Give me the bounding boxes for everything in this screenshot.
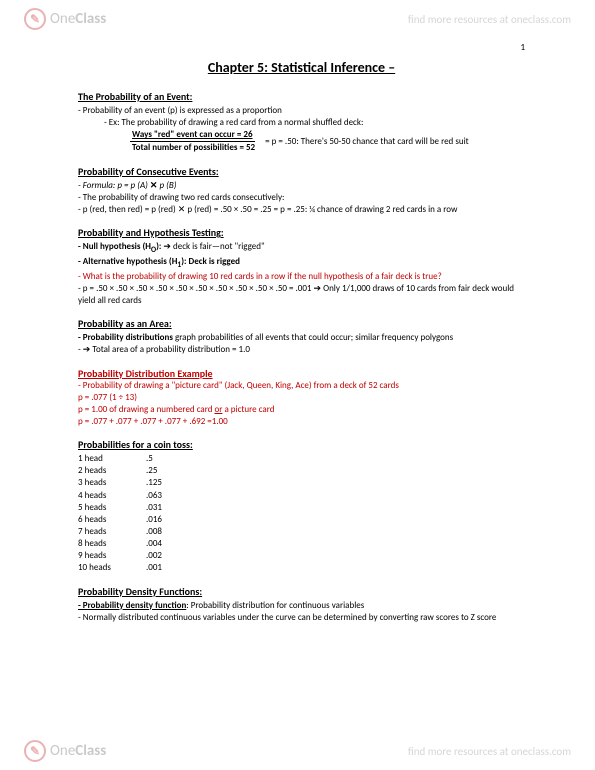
section-5-title: Probability Distribution Example (78, 367, 525, 380)
s1-l2: - Ex: The probability of drawing a red c… (78, 117, 525, 129)
table-row: 8 heads .004 (78, 538, 525, 550)
s7-l1b: : Probability distribution for continuou… (186, 600, 364, 611)
cell: 1 head (78, 453, 134, 465)
s3-l2c: ): Deck is rigged (181, 256, 240, 267)
cell: 9 heads (78, 550, 134, 562)
logo-one: One (50, 742, 75, 760)
coin-table: 1 head .5 2 heads .25 3 heads .125 4 heads.… (78, 453, 525, 574)
s3-l4a: - p = .50 × .50 × .50 × .50 × .50 × .50 … (78, 283, 314, 294)
s4-l1b: graph probabilities of all events that c… (175, 332, 453, 343)
s4-l1: - Probability distributions graph probab… (78, 332, 525, 344)
logo-bottom: ✎ OneClass (24, 740, 106, 762)
logo-one: One (50, 10, 75, 28)
logo-text: OneClass (50, 10, 106, 28)
cell: .031 (146, 502, 182, 514)
s3-l1: - Null hypothesis (HO): ➔ deck is fair—n… (78, 241, 525, 256)
table-row: 4 heads .063 (78, 490, 525, 502)
s3-l1a: - Null hypothesis (H (78, 241, 151, 252)
s5-l3a: p = 1.00 of drawing a numbered card (78, 404, 215, 415)
table-row: 2 heads .25 (78, 465, 525, 477)
s5-l4: p = .077 + .077 + .077 + .077 + .692 =1.… (78, 416, 525, 428)
table-row: 10 heads .001 (78, 562, 525, 574)
table-row: 7 heads .008 (78, 526, 525, 538)
logo-icon: ✎ (24, 8, 46, 30)
s3-l3: - What is the probability of drawing 10 … (78, 271, 525, 283)
cell: .002 (146, 550, 182, 562)
s1-l1-text: - Probability of an event (p) is express… (78, 105, 282, 116)
s7-l2: - Normally distributed continuous variab… (78, 612, 525, 624)
cell: 3 heads (78, 477, 134, 489)
section-4-title: Probability as an Area: (78, 317, 525, 330)
table-row: 9 heads .002 (78, 550, 525, 562)
s1-frac: Ways "red" event can occur = 26 Total nu… (78, 129, 525, 154)
frac-den: Total number of possibilities = 52 (130, 142, 257, 154)
cell: 10 heads (78, 562, 134, 574)
s3-l1d: ➔ deck is fair—not "rigged" (163, 241, 264, 252)
s1-l1: - Probability of an event (p) is express… (78, 105, 525, 117)
s3-l4: - p = .50 × .50 × .50 × .50 × .50 × .50 … (78, 283, 525, 307)
s3-l2: - Alternative hypothesis (H1): Deck is r… (78, 256, 525, 271)
frac-num: Ways "red" event can occur = 26 (130, 129, 255, 142)
watermark-link-bottom: find more resources at oneclass.com (408, 745, 571, 758)
cell: .5 (146, 453, 182, 465)
cell: .063 (146, 490, 182, 502)
s5-l3c: a picture card (222, 404, 274, 415)
table-row: 5 heads .031 (78, 502, 525, 514)
fraction: Ways "red" event can occur = 26 Total nu… (130, 129, 257, 154)
cell: 2 heads (78, 465, 134, 477)
page-content: 1 Chapter 5: Statistical Inference – The… (0, 0, 595, 666)
table-row: 1 head .5 (78, 453, 525, 465)
logo: ✎ OneClass (24, 8, 106, 30)
section-6-title: Probabilities for a coin toss: (78, 438, 525, 451)
cell: .016 (146, 514, 182, 526)
section-1-title: The Probability of an Event: (78, 90, 525, 103)
s7-l1a: - Probability density function (78, 600, 186, 611)
table-row: 6 heads .016 (78, 514, 525, 526)
section-7-title: Probability Density Functions: (78, 585, 525, 598)
cell: 6 heads (78, 514, 134, 526)
cell: 7 heads (78, 526, 134, 538)
cell: 8 heads (78, 538, 134, 550)
page-title: Chapter 5: Statistical Inference – (78, 59, 525, 76)
s2-l2: - The probability of drawing two red car… (78, 192, 525, 204)
s5-l3: p = 1.00 of drawing a numbered card or a… (78, 404, 525, 416)
watermark-link-top: find more resources at oneclass.com (408, 13, 571, 26)
logo-class: Class (75, 742, 106, 760)
s4-l1a: - Probability distributions (78, 332, 175, 343)
s7-l1: - Probability density function: Probabil… (78, 600, 525, 612)
s4-l2: - ➔ Total area of a probability distribu… (78, 344, 525, 356)
s2-l3: - p (red, then red) = p (red) ✕ p (red) … (78, 204, 525, 216)
s2-l1c: p (B) (157, 180, 176, 191)
logo-icon: ✎ (24, 740, 46, 762)
watermark-top: ✎ OneClass find more resources at onecla… (0, 0, 595, 38)
frac-rhs: = p = .50: There's 50-50 chance that car… (265, 136, 469, 148)
s3-l2a: - Alternative hypothesis (H (78, 256, 177, 267)
cell: .004 (146, 538, 182, 550)
s5-l1: - Probability of drawing a "picture card… (78, 380, 525, 392)
cell: 5 heads (78, 502, 134, 514)
page-number: 1 (78, 42, 525, 53)
logo-class: Class (75, 10, 106, 28)
cell: 4 heads (78, 490, 134, 502)
cell: .008 (146, 526, 182, 538)
cell: .001 (146, 562, 182, 574)
s5-l2: p = .077 (1 ÷ 13) (78, 392, 525, 404)
cell: .25 (146, 465, 182, 477)
table-row: 3 heads .125 (78, 477, 525, 489)
logo-text: OneClass (50, 742, 106, 760)
s2-l1a-text: - Formula: p = p (A) (78, 180, 150, 191)
watermark-bottom: ✎ OneClass find more resources at onecla… (0, 732, 595, 770)
section-2-title: Probability of Consecutive Events: (78, 165, 525, 178)
cell: .125 (146, 477, 182, 489)
s2-l1: - Formula: p = p (A) ✕ p (B) (78, 180, 525, 192)
s2-l1a: - Formula: p = p (A) (78, 180, 150, 191)
section-3-title: Probability and Hypothesis Testing: (78, 226, 525, 239)
